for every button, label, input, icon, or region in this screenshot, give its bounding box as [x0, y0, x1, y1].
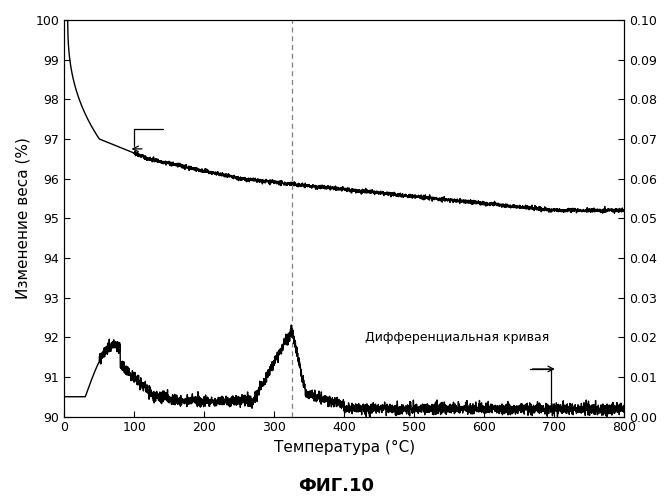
- X-axis label: Температура (°C): Температура (°C): [274, 440, 415, 455]
- Text: Дифференциальная кривая: Дифференциальная кривая: [365, 331, 550, 344]
- Text: ФИГ.10: ФИГ.10: [298, 477, 374, 495]
- Y-axis label: Изменение веса (%): Изменение веса (%): [15, 138, 30, 299]
